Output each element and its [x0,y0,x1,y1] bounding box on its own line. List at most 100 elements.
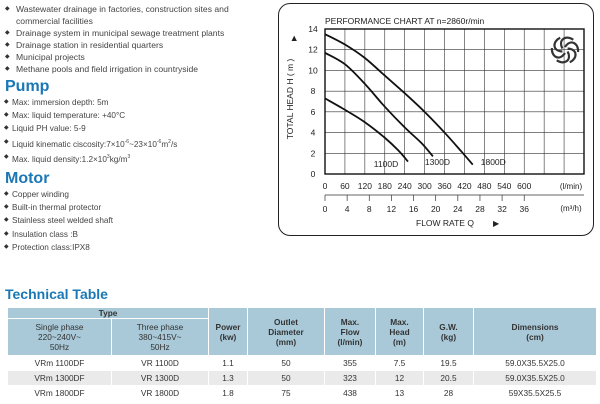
text: ~23×10 [129,139,157,149]
table-cell: VR 1100D [111,355,209,371]
pump-heading: Pump [5,78,50,95]
x-tick-label: 0 [323,181,328,191]
table-cell: 59X35.5X25.5 [473,385,597,401]
table-cell: 59.0X35.5X25.0 [473,355,597,371]
table-cell: VR 1300D [111,370,209,386]
exp: -6 [124,138,130,145]
x-tick-label: 360 [437,181,451,191]
list-item: Liquid kinematic ciscosity:7×10-6~23×10-… [4,136,177,151]
x2-tick-label: 28 [475,204,485,214]
table-cell: 50 [247,370,325,386]
x-axis-label: FLOW RATE Q [416,218,474,228]
technical-table: Type Power (kw) Outlet Diameter (mm) Max. Fl… [7,307,597,401]
text: m [161,139,169,149]
col-three-phase: Three phase 380~415V~ 50Hz [111,318,209,356]
table-cell: 1.3 [208,370,248,386]
list-item: Copper winding [4,188,113,201]
x-tick-label: 540 [497,181,511,191]
x-tick-label: 240 [398,181,412,191]
x-tick-label: 120 [358,181,372,191]
series-line-1300D [324,52,434,157]
exp: 3 [127,153,131,160]
series-label: 1100D [374,159,398,169]
series-label: 1300D [425,157,450,167]
x2-tick-label: 24 [453,204,463,214]
x2-tick-label: 12 [387,204,397,214]
table-cell: 28 [423,385,474,401]
chart-title: PERFORMANCE CHART AT n=2860r/min [325,16,485,26]
x2-tick-label: 16 [409,204,419,214]
pump-specs: Max: immersion depth: 5m Max: liquid tem… [4,96,177,166]
x2-tick-label: 4 [345,204,350,214]
y-tick-label: 14 [308,24,318,34]
table-cell: 7.5 [375,355,424,371]
y-tick-label: 12 [308,45,318,55]
y-tick-label: 10 [308,65,318,75]
list-item: Stainless steel welded shaft [4,214,113,227]
table-cell: 50 [247,355,325,371]
y-tick-label: 8 [311,86,316,96]
col-dimensions: Dimensions (cm) [473,307,597,356]
list-item: Max: liquid temperature: +40°C [4,109,177,122]
exp: 2 [168,138,171,145]
x-tick-label: 420 [457,181,471,191]
impeller-icon [550,36,580,64]
col-outlet: Outlet Diameter (mm) [247,307,325,356]
type-header: Type [7,307,209,319]
x-tick-label: 480 [477,181,491,191]
x-tick-label: 300 [418,181,432,191]
motor-specs: Copper winding Built-in thermal protecto… [4,188,113,254]
y-axis-label: TOTAL HEAD H ( m ) [285,59,295,140]
table-cell: 1.1 [208,355,248,371]
table-row: VRm 1300DF VR 1300D 1.3 50 323 12 20.5 59.0X35.… [7,370,597,386]
col-flow: Max. Flow (l/min) [324,307,376,356]
list-item: Wastewater drainage in factories, constr… [4,3,274,27]
y-tick-label: 4 [311,128,316,138]
table-row: VRm 1800DF VR 1800D 1.8 75 438 13 28 59X35.5X25… [7,385,597,401]
list-item: Municipal projects [4,51,274,63]
list-item: Built-in thermal protector [4,201,113,214]
x2-tick-label: 20 [431,204,441,214]
series-line-1100D [324,97,409,163]
list-item: Insulation class :B [4,228,113,241]
x2-unit: (m³/h) [560,204,582,213]
table-cell: 12 [375,370,424,386]
x-tick-label: 180 [378,181,392,191]
table-cell: 19.5 [423,355,474,371]
motor-heading: Motor [5,170,50,187]
performance-chart: PERFORMANCE CHART AT n=2860r/min 0 2 4 6 8 10 1… [278,3,594,236]
y-tick-label: 0 [311,169,316,179]
table-cell: 355 [324,355,376,371]
table-cell: VRm 1300DF [7,370,112,386]
table-cell: VRm 1100DF [7,355,112,371]
col-gw: G.W. (kg) [423,307,474,356]
col-head: Max. Head (m) [375,307,424,356]
technical-table-heading: Technical Table [5,286,108,302]
y-tick-label: 2 [311,148,316,158]
x2-tick-label: 0 [323,204,328,214]
list-item: Drainage system in municipal sewage trea… [4,27,274,39]
arrow-right-icon: ▶ [493,219,500,228]
chart-svg: PERFORMANCE CHART AT n=2860r/min02468101… [285,16,585,228]
applications-list: Wastewater drainage in factories, constr… [4,3,274,75]
text: kg/m [109,154,128,164]
table-cell: 59.0X35.5X25.0 [473,370,597,386]
x-tick-label: 600 [517,181,531,191]
text: /s [170,139,178,149]
plot-frame [324,28,585,175]
list-item: Max: immersion depth: 5m [4,96,177,109]
table-row: VRm 1100DF VR 1100D 1.1 50 355 7.5 19.5 59.0X35… [7,355,597,371]
col-single-phase: Single phase 220~240V~ 50Hz [7,318,112,356]
exp: 3 [106,153,110,160]
table-cell: 20.5 [423,370,474,386]
text: Max. liquid density:1.2×10 [12,154,107,164]
list-item: Protection class:IPX8 [4,241,113,254]
table-cell: 438 [324,385,376,401]
table-cell: VR 1800D [111,385,209,401]
y-tick-label: 6 [311,107,316,117]
series-line-1800D [324,33,474,166]
x-tick-label: 60 [340,181,350,191]
table-cell: 323 [324,370,376,386]
list-item: Drainage station in residential quarters [4,39,274,51]
exp: -6 [156,138,162,145]
